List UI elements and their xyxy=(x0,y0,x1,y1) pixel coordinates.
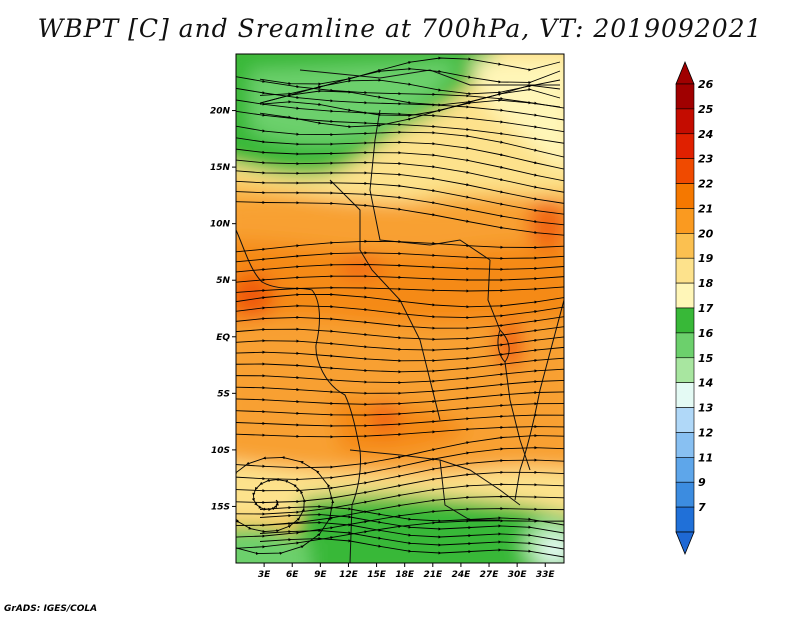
colorbar-segment xyxy=(675,257,695,284)
colorbar-label: 22 xyxy=(698,178,714,191)
grads-credit: GrADS: IGES/COLA xyxy=(4,604,98,614)
lat-tick-label: 5S xyxy=(217,389,230,399)
lon-tick-label: 9E xyxy=(314,570,327,580)
colorbar-segment xyxy=(675,332,695,359)
colorbar-label: 7 xyxy=(698,501,706,514)
lon-tick-label: 27E xyxy=(480,570,500,580)
shade-23-south xyxy=(369,402,401,434)
lon-tick-label: 3E xyxy=(258,570,271,580)
lon-tick-label: 21E xyxy=(423,570,443,580)
colorbar-segment xyxy=(675,357,695,383)
colorbar-label: 12 xyxy=(698,426,714,439)
lat-tick-label: 15N xyxy=(210,163,231,173)
colorbar-label: 19 xyxy=(698,252,714,265)
colorbar-label: 23 xyxy=(698,153,714,166)
streamline xyxy=(236,413,564,428)
lon-tick-label: 30E xyxy=(508,570,528,580)
streamline xyxy=(259,98,561,129)
lat-tick-label: 5N xyxy=(216,276,230,286)
colorbar-segment xyxy=(675,282,695,309)
colorbar-bottom-arrow xyxy=(675,531,695,556)
map-title: WBPT [C] and Sreamline at 700hPa, VT: 20… xyxy=(37,14,763,43)
colorbar-label: 15 xyxy=(698,352,714,365)
colorbar-segment xyxy=(675,506,695,533)
colorbar-segment xyxy=(675,307,695,334)
colorbar-label: 26 xyxy=(698,78,714,91)
colorbar-segment xyxy=(675,457,695,483)
latitude-axis: 20N 15N 10N 5N EQ 5S 10S 15S xyxy=(210,107,236,512)
longitude-axis: 3E 6E 9E 12E 15E 18E 21E 24E 27E 30E 33E xyxy=(258,563,556,580)
lat-tick-label: 10S xyxy=(211,446,230,456)
colorbar-label: 21 xyxy=(698,202,713,215)
lon-tick-label: 6E xyxy=(286,570,299,580)
colorbar-label: 13 xyxy=(698,402,714,415)
colorbar-label: 11 xyxy=(698,451,713,464)
lat-tick-label: EQ xyxy=(216,333,230,343)
map-frame xyxy=(235,53,565,564)
streamline xyxy=(236,326,564,341)
lon-tick-label: 12E xyxy=(339,570,359,580)
colorbar-segment xyxy=(675,158,695,184)
streamline xyxy=(259,536,564,558)
shade-23-center xyxy=(338,258,382,278)
streamline xyxy=(236,315,564,330)
colorbar-segment xyxy=(675,133,695,159)
streamline xyxy=(236,251,564,263)
colorbar-segment xyxy=(675,481,695,508)
streamline xyxy=(236,274,564,283)
colorbar-segment xyxy=(675,233,695,259)
colorbar: 26 25 24 23 22 21 20 19 18 17 16 15 14 13 12 11 9 7 xyxy=(675,60,714,556)
colorbar-label: 16 xyxy=(698,327,714,340)
colorbar-segment xyxy=(675,183,695,209)
lon-tick-label: 33E xyxy=(536,570,556,580)
colorbar-segment xyxy=(675,382,695,408)
colorbar-label: 14 xyxy=(698,377,713,390)
streamline xyxy=(236,304,564,320)
colorbar-label: 25 xyxy=(698,103,714,116)
colorbar-label: 9 xyxy=(698,476,706,489)
colorbar-segment xyxy=(675,83,695,110)
lat-tick-label: 10N xyxy=(210,220,231,230)
streamline xyxy=(236,262,564,273)
colorbar-label: 17 xyxy=(698,302,714,315)
colorbar-segment xyxy=(675,108,695,135)
lon-tick-label: 15E xyxy=(367,570,387,580)
lat-tick-label: 20N xyxy=(210,107,231,117)
streamline xyxy=(236,239,564,253)
colorbar-label: 18 xyxy=(698,277,714,290)
colorbar-segment xyxy=(675,208,695,234)
streamlines xyxy=(236,56,564,558)
colorbar-top-arrow xyxy=(675,60,695,85)
colorbar-label: 20 xyxy=(698,227,714,240)
streamline xyxy=(236,200,564,236)
colorbar-segment xyxy=(675,407,695,433)
streamline xyxy=(236,286,564,293)
lon-tick-label: 18E xyxy=(395,570,415,580)
colorbar-label: 24 xyxy=(698,128,713,141)
lon-tick-label: 24E xyxy=(452,570,472,580)
map-panel xyxy=(236,54,564,563)
colorbar-segment xyxy=(675,432,695,458)
lat-tick-label: 15S xyxy=(211,502,230,512)
